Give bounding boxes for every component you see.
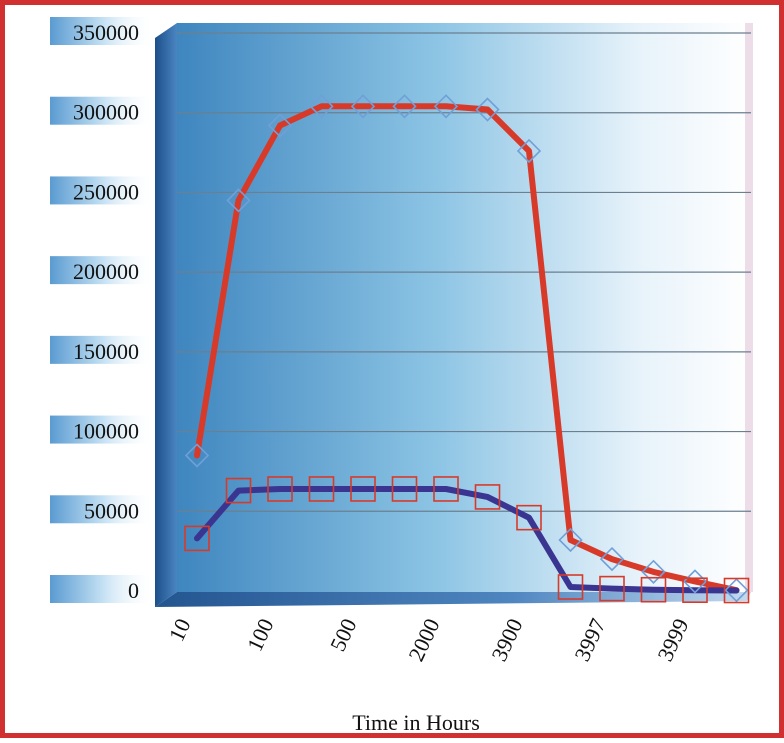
data-point bbox=[558, 527, 583, 553]
x-tick-label: 100 bbox=[242, 615, 279, 655]
x-axis-tick-labels: 10 100 500 2000 3900 3997 3999 bbox=[164, 615, 694, 665]
y-tick-label: 200000 bbox=[73, 259, 139, 284]
x-tick-label: 2000 bbox=[403, 615, 444, 665]
x-tick-label: 500 bbox=[325, 615, 362, 655]
data-point bbox=[682, 577, 708, 604]
plot-area bbox=[177, 23, 751, 592]
y-tick-background bbox=[50, 96, 155, 125]
data-point bbox=[433, 476, 459, 502]
x-tick-label: 3999 bbox=[652, 615, 693, 665]
data-point bbox=[599, 575, 625, 602]
plot-right-edge bbox=[745, 23, 753, 592]
x-tick-label: 10 bbox=[164, 615, 196, 646]
y-tick-label: 350000 bbox=[73, 20, 139, 45]
y-tick-background bbox=[50, 17, 155, 45]
series-line bbox=[194, 486, 740, 594]
data-point bbox=[641, 559, 666, 584]
data-point bbox=[516, 138, 542, 164]
plot-side-wall bbox=[155, 23, 177, 607]
data-point bbox=[474, 484, 501, 510]
data-point bbox=[433, 94, 459, 119]
y-tick-background bbox=[50, 256, 155, 285]
y-tick-label: 0 bbox=[128, 578, 139, 603]
data-point bbox=[392, 94, 417, 119]
data-point bbox=[267, 476, 293, 502]
data-point bbox=[226, 188, 251, 213]
plot-floor bbox=[155, 592, 751, 607]
y-tick-label: 150000 bbox=[73, 339, 139, 364]
data-point bbox=[724, 578, 749, 603]
data-point bbox=[350, 476, 376, 502]
data-point bbox=[391, 476, 418, 502]
data-point bbox=[475, 97, 500, 122]
y-tick-label: 300000 bbox=[73, 100, 139, 125]
y-tick-background bbox=[50, 575, 155, 603]
data-point bbox=[184, 525, 210, 552]
data-point bbox=[723, 577, 750, 604]
data-point bbox=[350, 94, 376, 119]
data-point bbox=[557, 574, 584, 600]
data-point bbox=[308, 476, 335, 502]
y-tick-background bbox=[50, 495, 155, 524]
data-point bbox=[267, 113, 293, 138]
data-point bbox=[640, 576, 667, 603]
data-point bbox=[184, 443, 210, 468]
data-series bbox=[184, 94, 750, 604]
data-point bbox=[225, 477, 252, 504]
data-point bbox=[599, 546, 625, 572]
y-tick-label: 250000 bbox=[73, 179, 139, 204]
y-tick-background bbox=[50, 415, 155, 444]
y-tick-label: 50000 bbox=[84, 498, 139, 523]
x-tick-label: 3900 bbox=[486, 615, 527, 665]
gridlines bbox=[177, 32, 751, 512]
x-tick-label: 3997 bbox=[569, 615, 610, 665]
y-tick-background bbox=[50, 176, 155, 205]
data-point bbox=[516, 504, 542, 531]
line-chart: 0 50000 100000 150000 200000 250000 300000 3500… bbox=[50, 17, 753, 735]
y-tick-background bbox=[50, 335, 155, 364]
y-axis-tick-labels: 0 50000 100000 150000 200000 250000 300000 3500… bbox=[50, 17, 155, 603]
y-tick-label: 100000 bbox=[73, 419, 139, 444]
x-axis-label: Time in Hours bbox=[352, 710, 480, 735]
data-point bbox=[309, 94, 334, 119]
